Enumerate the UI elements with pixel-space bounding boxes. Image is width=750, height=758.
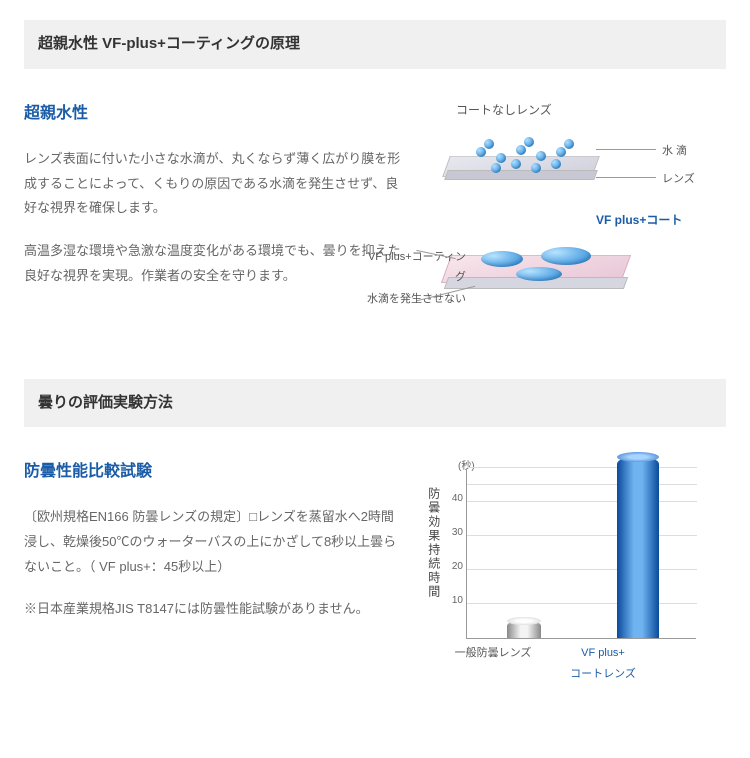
droplet-icon xyxy=(511,159,521,169)
y-tick: 30 xyxy=(445,523,463,542)
chart-column: (秒) 防曇効果持続時間 10 20 30 40 一般防曇レンズ VF plus… xyxy=(426,457,726,677)
droplet-icon xyxy=(491,163,501,173)
lens-side xyxy=(444,170,598,180)
grid-line xyxy=(467,603,697,604)
lens-diagram: コートなしレンズ 水 滴 レンズ xyxy=(426,99,726,329)
bar-chart: (秒) 防曇効果持続時間 10 20 30 40 一般防曇レンズ VF plus… xyxy=(426,457,706,677)
text-column-2: 防曇性能比較試験 〔欧州規格EN166 防曇レンズの規定〕□レンズを蒸留水へ2時… xyxy=(24,457,406,677)
droplet-icon xyxy=(564,139,574,149)
water-blob-icon xyxy=(516,267,562,281)
water-blob-icon xyxy=(541,247,591,265)
bar-general xyxy=(507,620,541,638)
grid-line xyxy=(467,467,697,468)
y-tick: 10 xyxy=(445,591,463,610)
bar-vfplus xyxy=(617,456,659,638)
coating-callout: VF plus+コーティング xyxy=(366,247,466,289)
callout-line xyxy=(596,177,656,178)
section-title-2: 曇りの評価実験方法 xyxy=(24,379,187,428)
paragraph-1b: 高温多湿な環境や急激な温度変化がある環境でも、曇りを抑えた良好な視界を実現。作業… xyxy=(24,239,406,288)
grid-line xyxy=(467,569,697,570)
x-label-2: VF plus+コートレンズ xyxy=(558,643,648,685)
sub-heading-1: 超親水性 xyxy=(24,99,406,129)
drop-callout: 水 滴 xyxy=(662,141,687,162)
uncoated-lens-label: コートなしレンズ xyxy=(456,99,552,122)
coated-lens-block xyxy=(446,229,646,319)
diagram-column-1: コートなしレンズ 水 滴 レンズ xyxy=(426,99,726,329)
section-header-1: 超親水性 VF-plus+コーティングの原理 xyxy=(24,20,726,69)
section-header-2: 曇りの評価実験方法 xyxy=(24,379,726,428)
content-row-1: 超親水性 レンズ表面に付いた小さな水滴が、丸くならず薄く広がり膜を形成することに… xyxy=(24,99,726,329)
paragraph-2a: 〔欧州規格EN166 防曇レンズの規定〕□レンズを蒸留水へ2時間浸し、乾燥後50… xyxy=(24,505,406,579)
lens-callout: レンズ xyxy=(662,169,695,190)
chart-y-axis-label: 防曇効果持続時間 xyxy=(422,487,445,599)
droplet-icon xyxy=(556,147,566,157)
chart-plot-area: 10 20 30 40 xyxy=(466,469,696,639)
callout-line xyxy=(596,149,656,150)
x-label-1: 一般防曇レンズ xyxy=(448,643,538,664)
water-blob-icon xyxy=(481,251,523,267)
text-column-1: 超親水性 レンズ表面に付いた小さな水滴が、丸くならず薄く広がり膜を形成することに… xyxy=(24,99,406,329)
droplet-icon xyxy=(484,139,494,149)
grid-line xyxy=(467,484,697,485)
paragraph-2b: ※日本産業規格JIS T8147には防曇性能試験がありません。 xyxy=(24,597,406,622)
droplet-icon xyxy=(551,159,561,169)
droplet-icon xyxy=(536,151,546,161)
droplet-icon xyxy=(524,137,534,147)
droplet-icon xyxy=(516,145,526,155)
sub-heading-2: 防曇性能比較試験 xyxy=(24,457,406,487)
y-tick: 20 xyxy=(445,557,463,576)
paragraph-1a: レンズ表面に付いた小さな水滴が、丸くならず薄く広がり膜を形成することによって、く… xyxy=(24,147,406,221)
droplet-icon xyxy=(531,163,541,173)
section-title-1: 超親水性 VF-plus+コーティングの原理 xyxy=(24,20,314,69)
droplet-icon xyxy=(476,147,486,157)
grid-line xyxy=(467,535,697,536)
y-tick: 40 xyxy=(445,489,463,508)
droplet-icon xyxy=(496,153,506,163)
uncoated-lens-block xyxy=(446,129,596,194)
grid-line xyxy=(467,501,697,502)
content-row-2: 防曇性能比較試験 〔欧州規格EN166 防曇レンズの規定〕□レンズを蒸留水へ2時… xyxy=(24,457,726,677)
